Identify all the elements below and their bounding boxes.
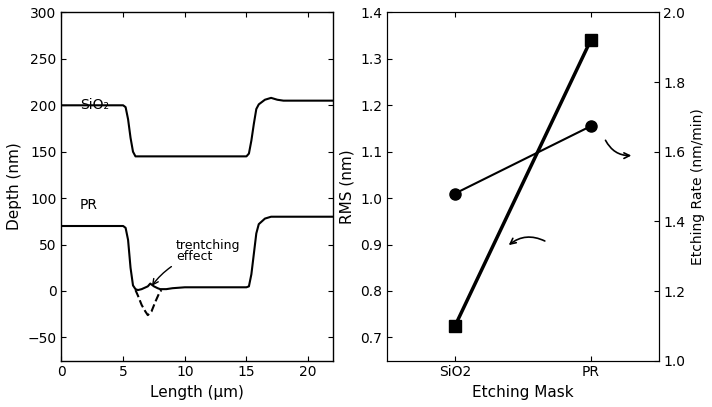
Text: trentching: trentching <box>176 239 241 252</box>
Text: effect: effect <box>176 250 213 263</box>
X-axis label: Etching Mask: Etching Mask <box>472 385 574 400</box>
Text: SiO₂: SiO₂ <box>80 98 109 112</box>
Text: PR: PR <box>80 198 98 212</box>
Y-axis label: Etching Rate (nm/min): Etching Rate (nm/min) <box>691 108 705 265</box>
X-axis label: Length (μm): Length (μm) <box>150 385 244 400</box>
Y-axis label: RMS (nm): RMS (nm) <box>340 149 355 224</box>
Y-axis label: Depth (nm): Depth (nm) <box>7 143 22 230</box>
